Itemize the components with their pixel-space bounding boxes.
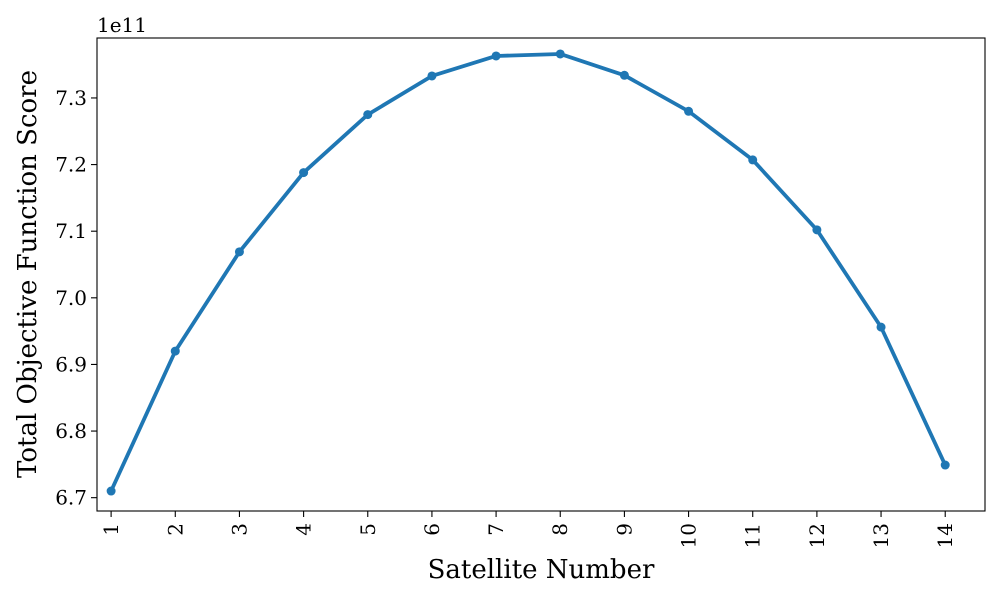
x-tick-label: 14	[933, 523, 957, 548]
x-tick-label: 9	[612, 523, 636, 536]
data-point	[106, 486, 116, 496]
x-tick-label: 7	[484, 523, 508, 536]
plot-frame	[96, 37, 986, 512]
x-tick-label: 4	[292, 523, 316, 536]
data-point	[299, 168, 309, 178]
y-tick-label: 7.3	[55, 86, 87, 110]
series-line	[109, 52, 948, 493]
data-point	[363, 110, 373, 120]
y-axis-offset-label: 1e11	[97, 13, 147, 37]
data-point	[684, 106, 694, 116]
y-tick-label: 6.8	[55, 419, 87, 443]
data-point	[812, 225, 822, 235]
y-tick-label: 6.7	[55, 486, 87, 510]
x-tick-label: 10	[677, 523, 701, 548]
plot-area	[106, 49, 950, 496]
data-point	[427, 71, 437, 81]
data-point	[555, 49, 565, 59]
y-tick-label: 7.0	[55, 286, 87, 310]
x-tick-label: 1	[99, 523, 123, 536]
data-point	[491, 51, 501, 61]
data-point	[234, 247, 244, 257]
x-tick-label: 3	[227, 523, 251, 536]
x-tick-label: 13	[869, 523, 893, 548]
x-tick-label: 12	[805, 523, 829, 548]
y-tick-label: 7.1	[55, 219, 87, 243]
x-tick-label: 2	[163, 523, 187, 536]
y-tick-label: 6.9	[55, 352, 87, 376]
x-tick-label: 11	[741, 523, 765, 548]
data-point	[748, 155, 758, 165]
y-axis-label: Total Objective Function Score	[13, 70, 43, 478]
x-tick-label: 5	[356, 523, 380, 536]
axes: 1 2 3 4 5 6 7 8 9 10 11 12 13 146.76.86.97.07.17.27.3	[55, 37, 986, 548]
data-point	[940, 460, 950, 470]
y-tick-label: 7.2	[55, 153, 87, 177]
data-point	[170, 346, 180, 356]
x-tick-label: 6	[420, 523, 444, 536]
x-axis-label: Satellite Number	[428, 555, 655, 585]
data-point	[876, 322, 886, 332]
data-point	[619, 70, 629, 80]
x-tick-label: 8	[548, 523, 572, 536]
